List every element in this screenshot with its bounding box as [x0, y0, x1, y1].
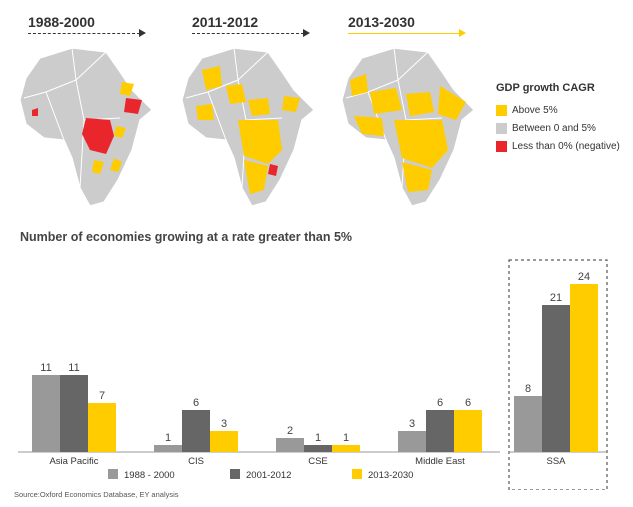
data-label: 8 — [525, 383, 531, 395]
map-legend: GDP growth CAGR Above 5% Between 0 and 5… — [496, 82, 620, 155]
region-growth — [92, 160, 104, 174]
bar-ssa-1 — [514, 396, 542, 452]
region-growth — [202, 66, 222, 90]
legend-label: Between 0 and 5% — [512, 122, 596, 134]
data-label: 1 — [165, 432, 171, 444]
bar-middle-east-2 — [426, 410, 454, 452]
bar-cis-3 — [210, 431, 238, 452]
region-growth — [354, 116, 384, 136]
region-growth — [370, 88, 402, 114]
bar-middle-east-1 — [398, 431, 426, 452]
region-growth — [406, 92, 434, 116]
legend-swatch — [230, 469, 240, 479]
data-label: 7 — [99, 390, 105, 402]
legend-item-above-5: Above 5% — [496, 101, 620, 119]
bar-cse-2 — [304, 445, 332, 452]
region-growth — [282, 96, 300, 112]
category-label: CSE — [308, 456, 328, 467]
africa-map-2013-2030 — [341, 47, 475, 207]
legend-label: Above 5% — [512, 104, 558, 116]
legend-swatch — [496, 104, 507, 116]
region-negative — [124, 98, 142, 114]
region-growth — [120, 82, 134, 96]
timeline-arrow-3 — [348, 29, 466, 37]
period-label-2013-2030: 2013-2030 — [348, 14, 415, 30]
data-label: 11 — [40, 362, 51, 374]
period-label-1988-2000: 1988-2000 — [28, 14, 95, 30]
legend-swatch — [352, 469, 362, 479]
data-label: 21 — [550, 292, 562, 304]
bar-cse-3 — [332, 445, 360, 452]
source-note: Source:Oxford Economics Database, EY ana… — [14, 490, 179, 499]
region-growth — [402, 162, 432, 192]
data-label: 2 — [287, 425, 293, 437]
bar-asia-pacific-2 — [60, 375, 88, 452]
category-label: SSA — [546, 456, 566, 467]
legend-label: 2001-2012 — [246, 470, 291, 481]
timeline-arrow-2 — [192, 29, 310, 37]
legend-label: 2013-2030 — [368, 470, 413, 481]
bar-cse-1 — [276, 438, 304, 452]
region-negative — [82, 118, 114, 154]
region-growth — [226, 84, 246, 104]
legend-swatch — [108, 469, 118, 479]
africa-map-1988-2000 — [19, 47, 153, 207]
data-label: 6 — [437, 397, 443, 409]
legend-item-negative: Less than 0% (negative) — [496, 137, 620, 155]
data-label: 11 — [68, 362, 79, 374]
data-label: 6 — [193, 397, 199, 409]
category-label: CIS — [188, 456, 204, 467]
africa-map-2011-2012 — [181, 47, 315, 207]
bar-cis-2 — [182, 410, 210, 452]
legend-item-between-0-and-5: Between 0 and 5% — [496, 119, 620, 137]
data-label: 24 — [578, 271, 590, 283]
region-negative — [32, 108, 38, 116]
highlight-box-ssa — [508, 259, 608, 490]
bar-asia-pacific-1 — [32, 375, 60, 452]
region-growth — [244, 160, 268, 194]
category-label: Asia Pacific — [49, 456, 98, 467]
legend-label: 1988 - 2000 — [124, 470, 175, 481]
data-label: 3 — [409, 418, 415, 430]
region-growth — [248, 98, 270, 116]
data-label: 1 — [343, 432, 349, 444]
region-growth — [394, 120, 448, 168]
chart-title: Number of economies growing at a rate gr… — [20, 230, 353, 244]
data-label: 6 — [465, 397, 471, 409]
region-growth — [114, 126, 126, 138]
bar-cis-1 — [154, 445, 182, 452]
period-label-2011-2012: 2011-2012 — [192, 14, 259, 30]
region-growth — [110, 158, 122, 172]
bar-middle-east-3 — [454, 410, 482, 452]
region-growth — [350, 74, 368, 96]
bar-asia-pacific-3 — [88, 403, 116, 452]
legend-swatch — [496, 122, 507, 134]
timeline-arrow-1 — [28, 29, 146, 37]
data-label: 3 — [221, 418, 227, 430]
data-label: 1 — [315, 432, 321, 444]
bar-ssa-2 — [542, 305, 570, 452]
category-label: Middle East — [415, 456, 465, 467]
legend-swatch — [496, 140, 507, 152]
legend-title: GDP growth CAGR — [496, 82, 595, 94]
bar-ssa-3 — [570, 284, 598, 452]
region-negative — [268, 164, 278, 176]
legend-label: Less than 0% (negative) — [512, 140, 620, 152]
region-growth — [438, 86, 466, 120]
region-growth — [196, 104, 214, 120]
region-growth — [238, 120, 282, 164]
